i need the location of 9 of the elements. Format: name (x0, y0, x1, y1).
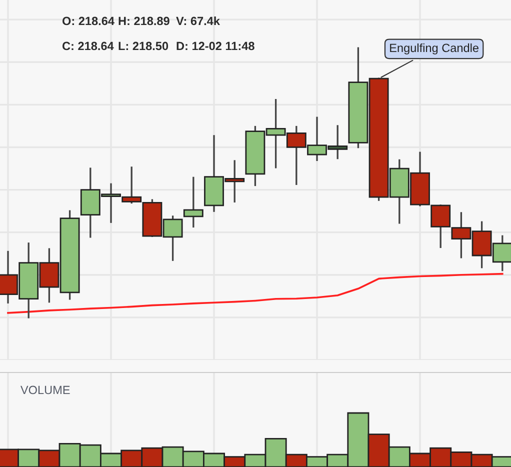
text: H: 218.89 (118, 16, 170, 26)
chart-title: VOLUME (20, 386, 70, 394)
annotation: C: 218.64 (62, 42, 114, 50)
candlestick (183, 176, 204, 228)
annotation: D: 12-02 11:48 (176, 42, 254, 50)
annotation: Engulfing Candle (390, 43, 478, 54)
text: O: 218.64 (62, 16, 114, 26)
text: V: 67.4k (176, 16, 220, 26)
annotation: L: 218.50 (118, 42, 168, 50)
